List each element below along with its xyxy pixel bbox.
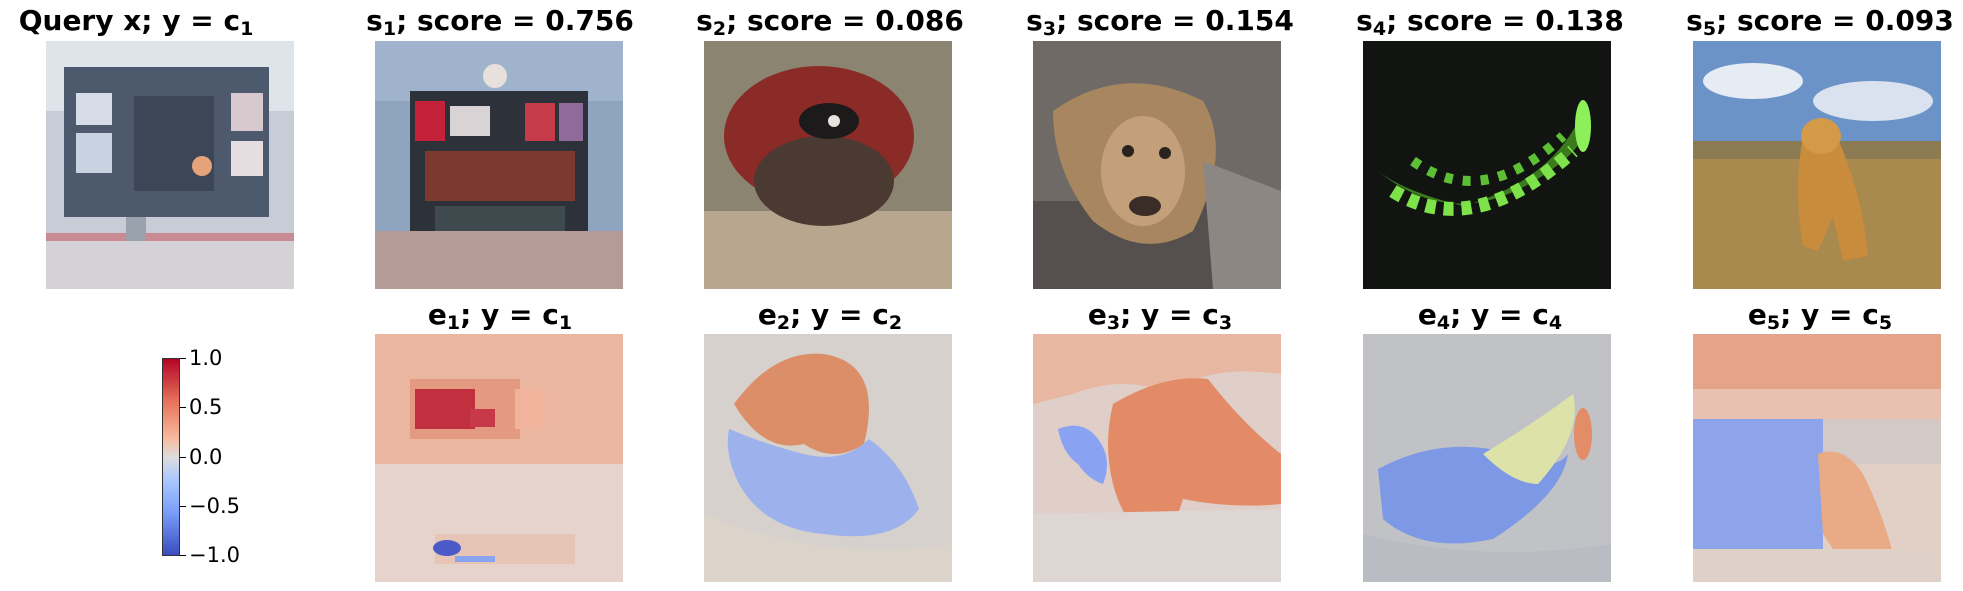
explanation-2-title: e2; y = c2 <box>757 298 903 334</box>
colorbar-tick <box>180 555 186 556</box>
colorbar-label-0: 0.0 <box>189 445 223 469</box>
sample-3-title: s3; score = 0.154 <box>1026 4 1294 40</box>
colorbar-tick <box>180 407 186 408</box>
sample-2-image <box>704 41 952 289</box>
sample-3-image <box>1033 41 1281 289</box>
colorbar-label-neg1: −1.0 <box>189 543 240 567</box>
sample-2-title: s2; score = 0.086 <box>696 4 964 40</box>
explanation-4-title: e4; y = c4 <box>1417 298 1563 334</box>
sample-4-image <box>1363 41 1611 289</box>
query-image <box>46 41 294 289</box>
sample-1-title: s1; score = 0.756 <box>366 4 634 40</box>
explanation-5-heatmap <box>1693 334 1941 582</box>
explanation-1-title: e1; y = c1 <box>427 298 573 334</box>
query-title: Query x; y = c1 <box>18 4 254 40</box>
sample-5-image <box>1693 41 1941 289</box>
colorbar-label-neg05: −0.5 <box>189 494 240 518</box>
colorbar-tick <box>180 457 186 458</box>
sample-5-title: s5; score = 0.093 <box>1686 4 1954 40</box>
sample-1-image <box>375 41 623 289</box>
colorbar-label-05: 0.5 <box>189 395 223 419</box>
explanation-5-title: e5; y = c5 <box>1747 298 1893 334</box>
sample-4-title: s4; score = 0.138 <box>1356 4 1624 40</box>
explanation-1-heatmap <box>375 334 623 582</box>
explanation-3-heatmap <box>1033 334 1281 582</box>
explanation-3-title: e3; y = c3 <box>1087 298 1233 334</box>
explanation-2-heatmap <box>704 334 952 582</box>
colorbar-label-1: 1.0 <box>189 346 223 370</box>
colorbar <box>162 358 180 556</box>
colorbar-tick <box>180 358 186 359</box>
colorbar-tick <box>180 506 186 507</box>
explanation-4-heatmap <box>1363 334 1611 582</box>
